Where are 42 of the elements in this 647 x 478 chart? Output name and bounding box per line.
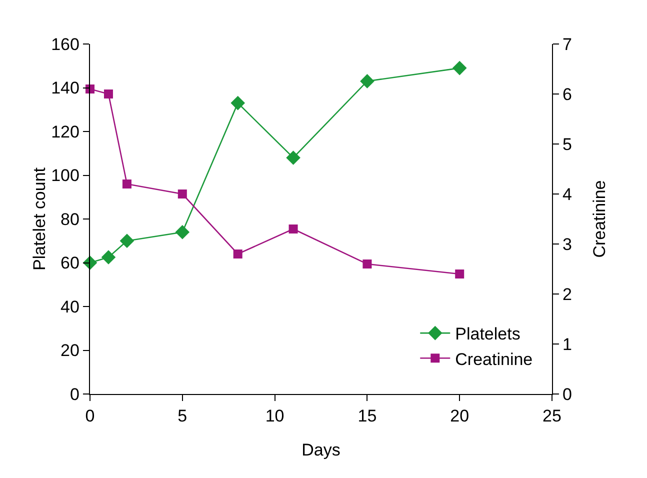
point	[452, 60, 467, 76]
x-tick-label: 15	[358, 406, 377, 426]
y2-tick-label: 5	[562, 134, 572, 154]
y-tick-label: 120	[51, 122, 80, 142]
y2-tick-label: 4	[562, 184, 572, 204]
legend-label: Platelets	[455, 324, 520, 344]
point	[120, 234, 134, 248]
point	[362, 260, 372, 268]
x-axis-title: Days	[302, 440, 340, 460]
y2-tick-label: 7	[562, 34, 572, 54]
y2-tick-label: 6	[562, 84, 572, 104]
x-tick-label: 0	[85, 406, 95, 426]
x-tick-label: 5	[178, 406, 188, 426]
y2-axis-title: Creatinine	[590, 180, 609, 258]
y-tick-label: 140	[51, 78, 80, 98]
y-tick-label: 40	[60, 297, 80, 316]
y-tick-label: 80	[60, 210, 80, 229]
y-tick-label: 0	[70, 384, 80, 404]
x-tick-label: 20	[450, 406, 470, 426]
y-axis-title: Platelet count	[30, 167, 50, 271]
y2-tick-label: 0	[562, 384, 572, 404]
point	[175, 224, 190, 240]
x-tick-label: 25	[542, 406, 562, 426]
y-tick-label: 100	[51, 166, 80, 186]
y2-tick-label: 2	[562, 284, 572, 304]
point	[360, 74, 374, 88]
point	[178, 190, 187, 198]
point	[286, 150, 300, 165]
point	[233, 250, 242, 258]
point	[288, 224, 298, 234]
y-tick-label: 160	[51, 34, 80, 54]
y-tick-label: 20	[60, 341, 80, 360]
x-tick-label: 10	[265, 406, 284, 426]
y-tick-label: 60	[60, 254, 80, 273]
point	[104, 90, 113, 98]
point	[230, 96, 245, 110]
y2-tick-label: 3	[562, 234, 572, 254]
legend-label: Creatinine	[455, 350, 533, 369]
point	[101, 250, 116, 264]
point	[122, 180, 132, 188]
point	[455, 270, 464, 278]
y2-tick-label: 1	[562, 334, 572, 354]
